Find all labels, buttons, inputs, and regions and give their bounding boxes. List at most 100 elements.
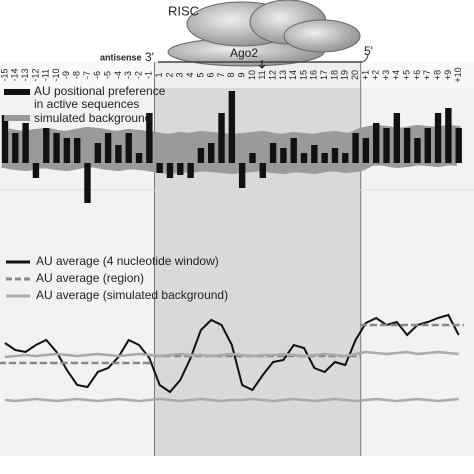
bar bbox=[414, 138, 421, 163]
x-tick-label: -14 bbox=[10, 68, 20, 81]
x-tick-label: -12 bbox=[30, 68, 40, 81]
x-tick-label: 10 bbox=[247, 70, 257, 80]
bar bbox=[321, 153, 328, 163]
bar bbox=[269, 143, 277, 163]
x-tick-label: 2 bbox=[164, 72, 174, 77]
bar bbox=[53, 133, 60, 163]
x-tick-label: +9 bbox=[443, 70, 453, 80]
x-tick-label: 17 bbox=[319, 70, 329, 80]
bar bbox=[300, 153, 308, 163]
bar bbox=[63, 138, 71, 163]
x-tick-label: +1 bbox=[360, 70, 370, 80]
end-label: 3' bbox=[145, 50, 154, 64]
x-tick-label: +8 bbox=[432, 70, 442, 80]
bar bbox=[249, 153, 256, 163]
bar bbox=[393, 113, 401, 163]
bar bbox=[424, 128, 431, 163]
x-tick-label: -10 bbox=[51, 68, 61, 81]
bar bbox=[434, 113, 442, 163]
x-tick-label: 4 bbox=[185, 72, 195, 77]
bar bbox=[208, 143, 215, 163]
legend-label: simulated background bbox=[34, 111, 151, 125]
legend-label: AU average (simulated background) bbox=[36, 288, 228, 302]
bar bbox=[280, 148, 287, 163]
x-tick-label: -6 bbox=[92, 71, 102, 79]
bar bbox=[445, 108, 452, 163]
x-tick-label: 9 bbox=[237, 72, 247, 77]
bar bbox=[362, 138, 370, 163]
cleavage-arrow bbox=[258, 60, 266, 69]
x-tick-label: +6 bbox=[412, 70, 422, 80]
bar bbox=[22, 123, 29, 163]
bar bbox=[32, 163, 40, 178]
seed-region bbox=[154, 62, 361, 456]
x-tick-label: +2 bbox=[371, 70, 381, 80]
end-label: 5' bbox=[364, 44, 373, 58]
bar bbox=[290, 138, 297, 163]
bar bbox=[146, 113, 153, 163]
x-tick-label: +3 bbox=[381, 70, 391, 80]
x-tick-label: -4 bbox=[113, 71, 123, 79]
bar bbox=[373, 123, 380, 163]
x-tick-label: 13 bbox=[278, 70, 288, 80]
legend-swatch bbox=[4, 89, 30, 95]
x-tick-label: 12 bbox=[267, 70, 277, 80]
bar bbox=[259, 163, 266, 178]
x-tick-label: -13 bbox=[20, 68, 30, 81]
x-tick-label: 16 bbox=[309, 70, 319, 80]
bar bbox=[104, 133, 112, 163]
average-line bbox=[4, 397, 459, 403]
x-tick-label: 1 bbox=[154, 72, 164, 77]
bar bbox=[311, 145, 318, 163]
bar bbox=[177, 163, 184, 175]
bar bbox=[238, 163, 246, 188]
bar bbox=[125, 133, 132, 163]
legend-label: AU positional preference bbox=[34, 84, 166, 98]
x-tick-label: 3 bbox=[175, 72, 185, 77]
legend-swatch bbox=[4, 115, 30, 121]
x-tick-label: -2 bbox=[133, 71, 143, 79]
bar bbox=[342, 153, 349, 163]
bar bbox=[218, 113, 225, 163]
legend-label: AU average (region) bbox=[36, 271, 144, 285]
bar bbox=[12, 133, 19, 163]
x-tick-label: 18 bbox=[329, 70, 339, 80]
bar bbox=[352, 133, 359, 163]
bar bbox=[455, 128, 462, 163]
bar bbox=[383, 128, 390, 163]
x-tick-label: +5 bbox=[402, 70, 412, 80]
x-tick-label: 7 bbox=[216, 72, 226, 77]
bar bbox=[197, 148, 205, 163]
x-tick-label: -3 bbox=[123, 71, 133, 79]
bar bbox=[94, 143, 101, 163]
bar bbox=[135, 153, 143, 163]
x-tick-label: 20 bbox=[350, 70, 360, 80]
x-tick-label: 19 bbox=[340, 70, 350, 80]
strand-end bbox=[361, 53, 369, 63]
x-tick-label: -7 bbox=[82, 71, 92, 79]
bar bbox=[73, 138, 81, 163]
ago2-label: Ago2 bbox=[230, 46, 258, 60]
x-tick-label: 5 bbox=[195, 72, 205, 77]
bar bbox=[43, 128, 50, 163]
x-tick-label: 6 bbox=[206, 72, 216, 77]
risc-label: RISC bbox=[168, 3, 199, 18]
x-tick-label: -8 bbox=[72, 71, 82, 79]
x-tick-label: 11 bbox=[257, 70, 267, 79]
bar bbox=[115, 145, 122, 163]
bar bbox=[403, 128, 411, 163]
average-line bbox=[4, 350, 459, 359]
average-line bbox=[4, 313, 460, 394]
x-tick-label: -1 bbox=[144, 71, 154, 79]
x-tick-label: 8 bbox=[226, 72, 236, 77]
x-tick-label: -15 bbox=[0, 68, 9, 81]
x-tick-label: +7 bbox=[422, 70, 432, 80]
x-tick-label: +10 bbox=[453, 67, 463, 82]
bar bbox=[156, 163, 163, 173]
bar bbox=[187, 163, 194, 178]
bar bbox=[1, 115, 9, 163]
legend-label: in active sequences bbox=[34, 97, 139, 111]
bar bbox=[84, 163, 91, 203]
legend-label: AU average (4 nucleotide window) bbox=[36, 254, 219, 268]
